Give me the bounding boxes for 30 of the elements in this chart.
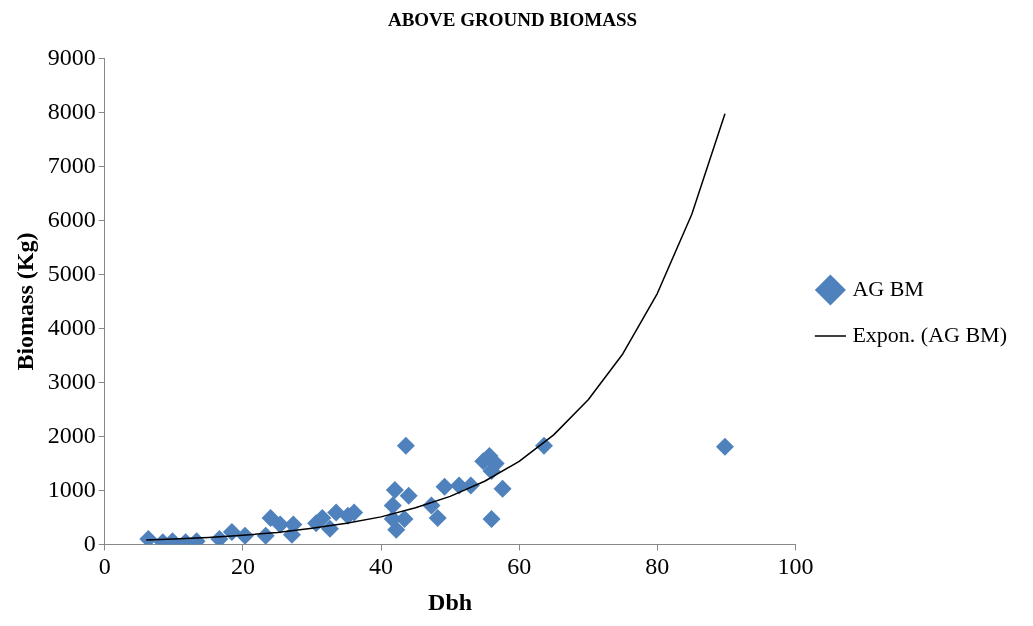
point xyxy=(435,477,454,496)
y-tick-label: 4000 xyxy=(47,313,96,340)
x-tick-label: 20 xyxy=(230,553,255,580)
y-tick-label: 7000 xyxy=(47,152,96,179)
y-tick-label: 1000 xyxy=(47,475,96,502)
x-tick-label: 100 xyxy=(777,553,814,580)
point xyxy=(396,436,415,455)
x-tick-label: 60 xyxy=(507,553,532,580)
y-tick-label: 5000 xyxy=(47,259,96,286)
y-tick-label: 6000 xyxy=(47,205,96,232)
y-tick-label: 0 xyxy=(83,529,96,556)
legend-label: Expon. (AG BM) xyxy=(852,321,1008,347)
y-tick-label: 3000 xyxy=(47,367,96,394)
x-axis-title: Dbh xyxy=(428,588,473,615)
chart-title: ABOVE GROUND BIOMASS xyxy=(387,9,638,31)
point xyxy=(399,486,418,505)
legend-label: AG BM xyxy=(852,275,924,301)
point xyxy=(715,437,734,456)
point xyxy=(493,479,512,498)
y-axis-title: Biomass (Kg) xyxy=(11,232,38,371)
y-tick-label: 2000 xyxy=(47,421,96,448)
point xyxy=(482,510,501,529)
y-tick-label: 9000 xyxy=(47,44,96,71)
y-tick-label: 8000 xyxy=(47,98,96,125)
point xyxy=(428,508,447,527)
x-tick-label: 40 xyxy=(369,553,394,580)
point xyxy=(327,503,346,522)
point xyxy=(383,496,402,515)
point xyxy=(385,480,404,499)
x-tick-label: 80 xyxy=(645,553,670,580)
